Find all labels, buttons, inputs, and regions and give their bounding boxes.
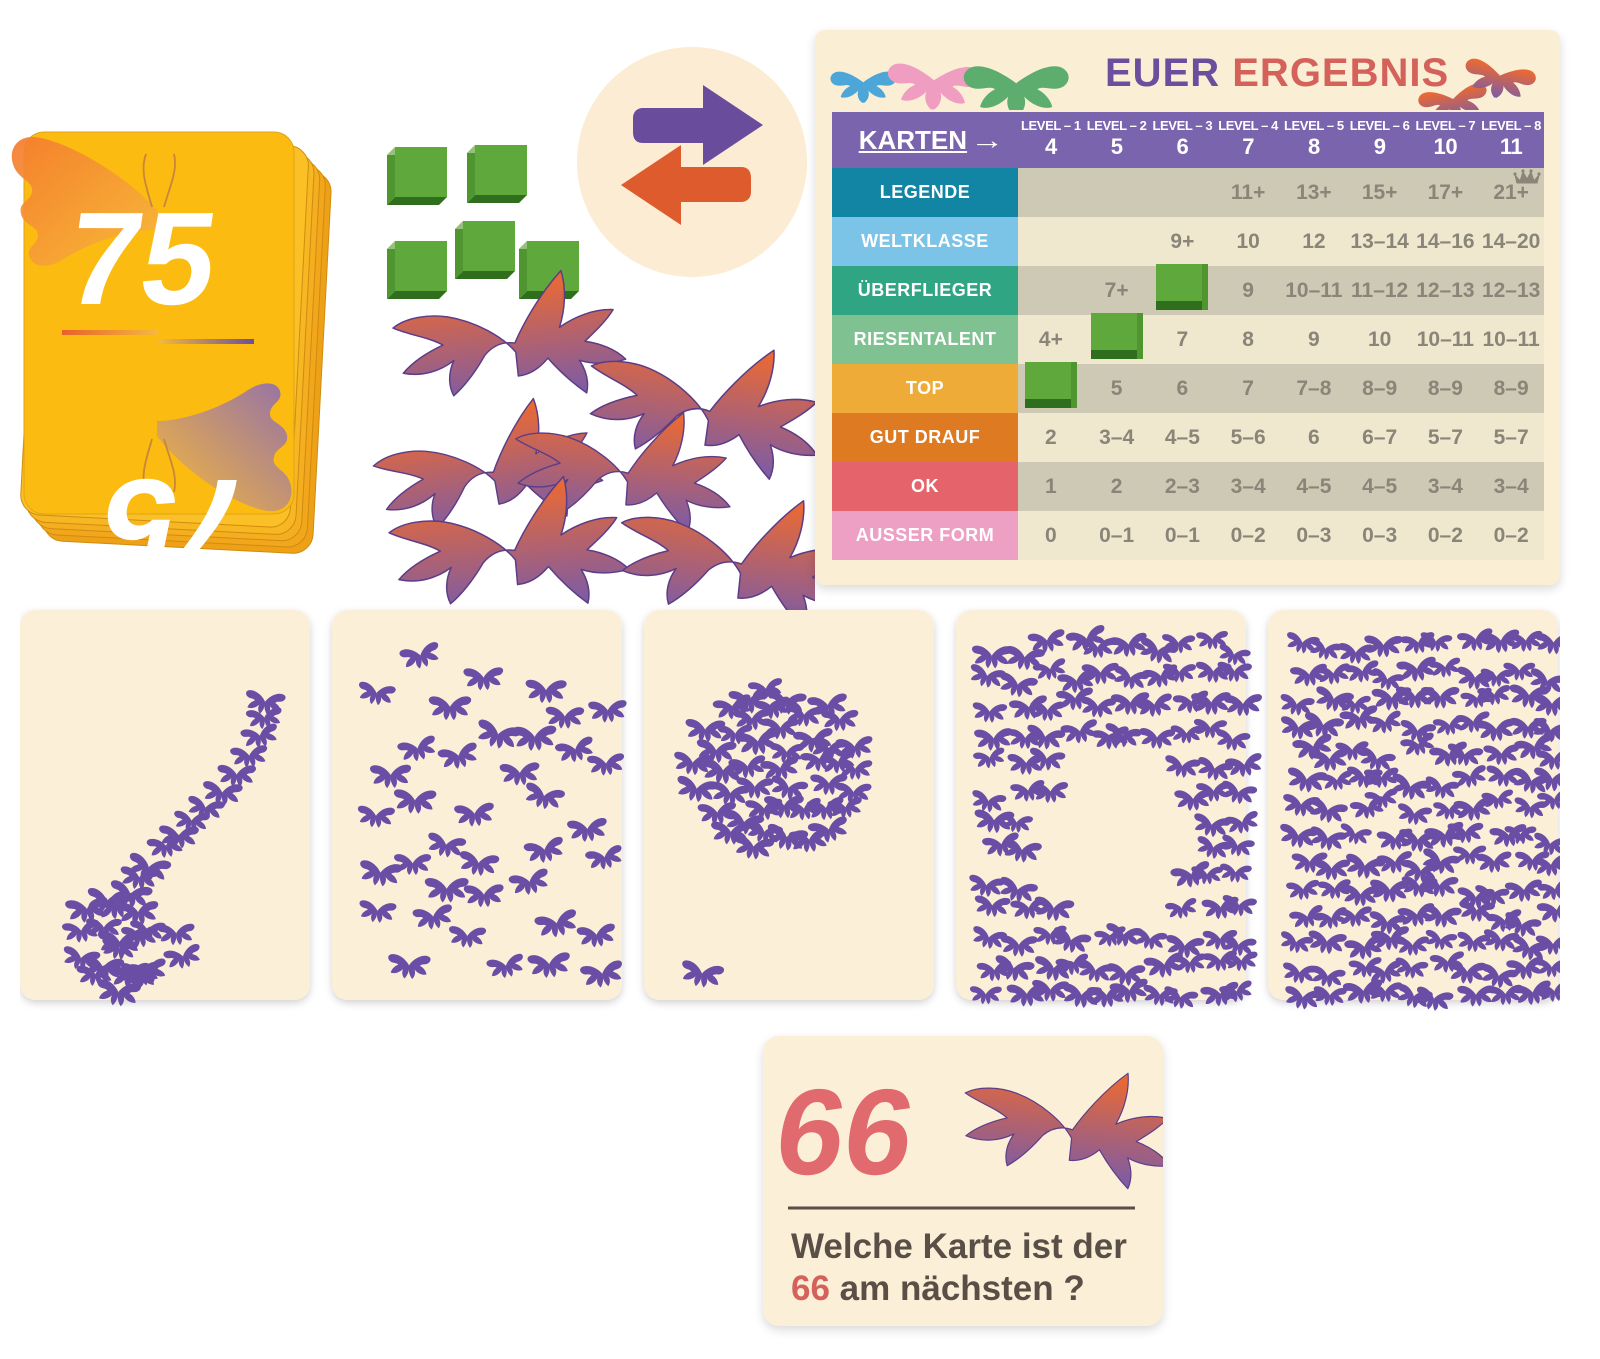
- svg-text:EUER ERGEBNIS: EUER ERGEBNIS: [1105, 51, 1449, 95]
- svg-text:66 am nächsten ?: 66 am nächsten ?: [791, 1269, 1085, 1308]
- svg-text:Welche Karte ist der: Welche Karte ist der: [791, 1227, 1127, 1266]
- svg-text:66: 66: [768, 1064, 923, 1200]
- svg-text:75: 75: [92, 451, 260, 570]
- svg-text:75: 75: [58, 186, 226, 333]
